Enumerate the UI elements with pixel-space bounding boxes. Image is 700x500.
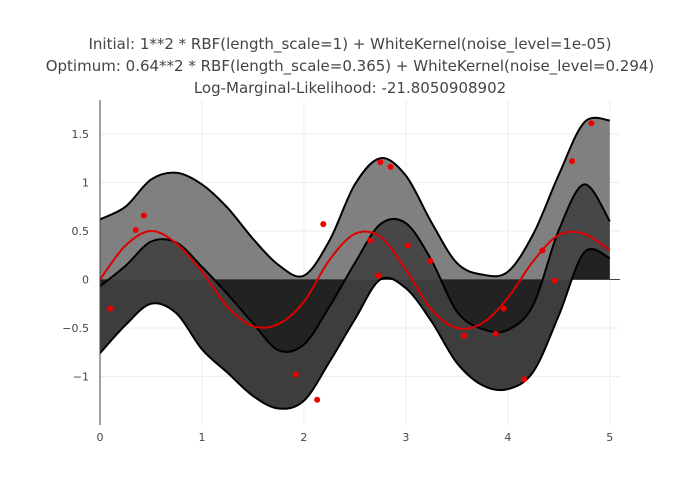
- observation-point: [461, 332, 467, 339]
- x-tick-label: 0: [97, 431, 104, 444]
- observation-point: [492, 330, 499, 337]
- confidence-band-area: [100, 184, 610, 409]
- y-tick-label: 1.5: [72, 128, 90, 141]
- true-function-line: [99, 229, 611, 330]
- upper-band-area: [100, 117, 610, 280]
- y-tick-label: 0.5: [72, 225, 90, 238]
- point-layer: [107, 120, 595, 403]
- observation-point: [521, 376, 528, 383]
- observation-point: [500, 305, 507, 312]
- observation-point: [588, 120, 595, 127]
- observation-point: [539, 247, 546, 254]
- observation-point: [132, 227, 139, 233]
- x-tick-label: 2: [300, 431, 307, 444]
- chart-title: Initial: 1**2 * RBF(length_scale=1) + Wh…: [46, 35, 655, 97]
- y-tick-label: 0: [82, 273, 89, 286]
- title-line-3: Log-Marginal-Likelihood: -21.8050908902: [194, 79, 506, 97]
- y-tick-label: −0.5: [62, 322, 89, 335]
- x-tick-label: 3: [402, 431, 409, 444]
- observation-point: [107, 305, 114, 312]
- observation-point: [375, 272, 382, 279]
- observation-point: [140, 212, 147, 219]
- axis-layer: 0 1 2 3 4 5 −1 −0.5 0 0.5 1 1.5: [62, 100, 613, 444]
- lower-bound-line: [99, 248, 611, 410]
- band-layer: [100, 117, 620, 409]
- title-line-2: Optimum: 0.64**2 * RBF(length_scale=0.36…: [46, 57, 655, 76]
- line-layer: [99, 116, 611, 410]
- mean-line: [99, 183, 611, 353]
- observation-point: [292, 371, 299, 378]
- observation-point: [387, 163, 394, 170]
- y-tick-label: 1: [82, 176, 89, 189]
- upper-bound-line: [99, 116, 610, 278]
- observation-point: [320, 221, 327, 228]
- observation-point: [404, 242, 411, 249]
- observation-point: [314, 396, 321, 403]
- observation-point: [377, 159, 384, 166]
- x-tick-label: 5: [606, 431, 613, 444]
- observation-point: [551, 277, 558, 284]
- observation-point: [427, 258, 434, 265]
- x-tick-label: 4: [504, 431, 511, 444]
- x-tick-label: 1: [198, 431, 205, 444]
- y-tick-label: −1: [73, 370, 89, 383]
- observation-point: [367, 237, 374, 244]
- observation-point: [569, 158, 576, 165]
- title-line-1: Initial: 1**2 * RBF(length_scale=1) + Wh…: [88, 35, 611, 54]
